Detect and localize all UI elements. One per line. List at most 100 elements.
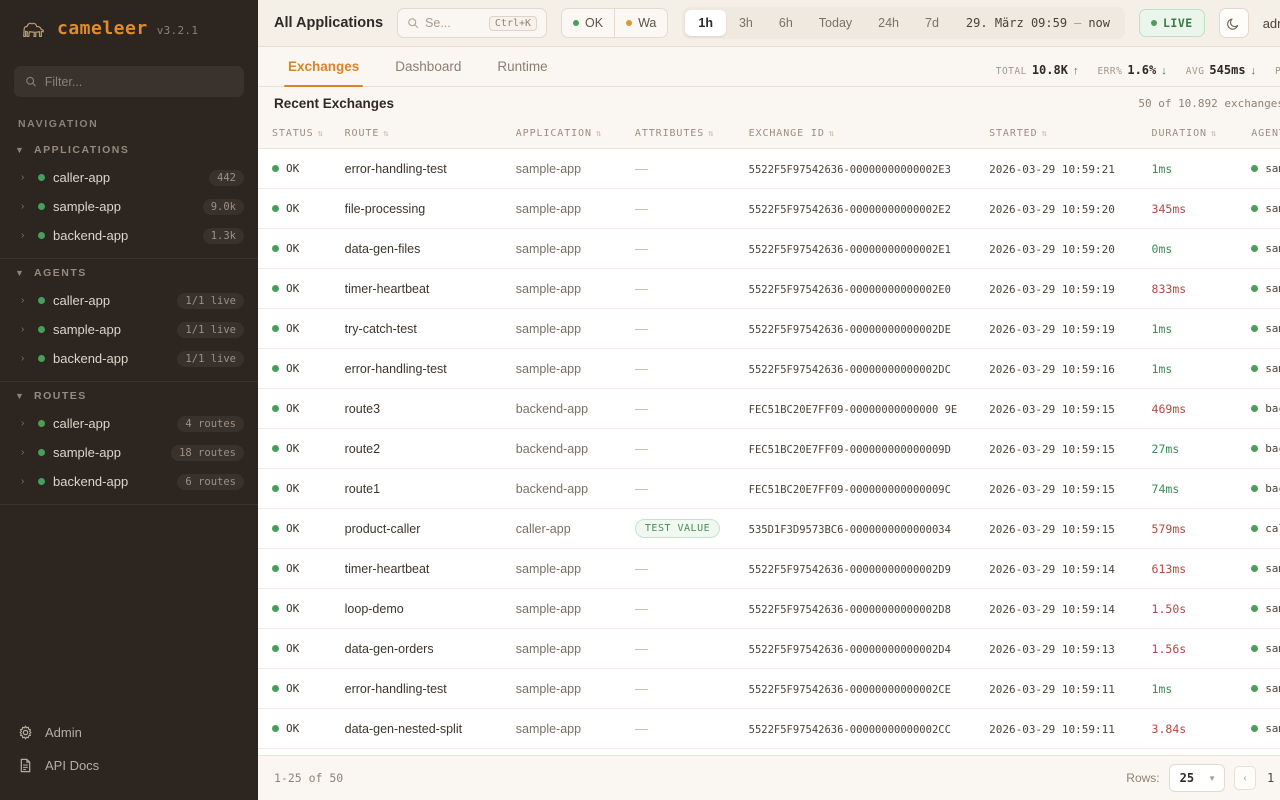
attribute-empty: — bbox=[634, 281, 648, 296]
cell-duration: 579ms bbox=[1151, 508, 1252, 549]
sidebar-item-routes-caller-app[interactable]: › caller-app 4 routes bbox=[0, 409, 258, 438]
cell-started: 2026-03-29 10:59:14 bbox=[989, 588, 1152, 629]
tab-runtime[interactable]: Runtime bbox=[497, 59, 548, 74]
col-header-exchange-id[interactable]: EXCHANGE ID ⇅ bbox=[748, 119, 990, 149]
sidebar-item-applications-caller-app[interactable]: › caller-app 442 bbox=[0, 163, 258, 192]
panel-header: Recent Exchanges 50 of 10.892 exchanges … bbox=[258, 87, 1280, 119]
table-row[interactable]: OK route2 backend-app — FEC51BC20E7FF09-0000… bbox=[258, 428, 1280, 469]
time-range-7d[interactable]: 7d bbox=[925, 16, 939, 30]
cell-route: product-caller bbox=[344, 508, 516, 549]
cell-status: OK bbox=[258, 188, 345, 229]
time-range-1h[interactable]: 1h bbox=[685, 10, 726, 36]
moon-icon bbox=[1227, 18, 1239, 30]
cell-duration: 613ms bbox=[1151, 548, 1252, 589]
search-icon bbox=[26, 76, 36, 87]
sidebar-item-agents-backend-app[interactable]: › backend-app 1/1 live bbox=[0, 344, 258, 373]
sidebar-item-routes-sample-app[interactable]: › sample-app 18 routes bbox=[0, 438, 258, 467]
cell-status: OK bbox=[258, 628, 345, 669]
status-dot bbox=[272, 525, 279, 532]
time-range-today[interactable]: Today bbox=[818, 16, 853, 30]
sidebar-section-applications[interactable]: ▼ APPLICATIONS bbox=[0, 136, 258, 163]
cell-application: sample-app bbox=[515, 548, 635, 589]
status-filter-warn[interactable]: Wa bbox=[615, 9, 667, 37]
sidebar-item-applications-sample-app[interactable]: › sample-app 9.0k bbox=[0, 192, 258, 221]
sidebar-item-label: backend-app bbox=[53, 474, 129, 489]
sidebar-section-agents[interactable]: ▼ AGENTS bbox=[0, 259, 258, 286]
cell-started: 2026-03-29 10:59:16 bbox=[989, 348, 1152, 389]
table-row[interactable]: OK error-handling-test sample-app — 5522F5F9… bbox=[258, 348, 1280, 389]
sidebar-filter-input[interactable] bbox=[44, 74, 233, 89]
table-row[interactable]: OK route3 backend-app — FEC51BC20E7FF09-0000… bbox=[258, 388, 1280, 429]
theme-toggle-button[interactable] bbox=[1218, 8, 1249, 38]
time-range-3h[interactable]: 3h bbox=[738, 16, 753, 30]
table-row[interactable]: OK product-caller caller-app TEST VALUE 535D… bbox=[258, 508, 1280, 549]
cell-exchange-id: FEC51BC20E7FF09-000000000000009C bbox=[748, 468, 990, 509]
table-row[interactable]: OK timer-heartbeat sample-app — 5522F5F97542… bbox=[258, 548, 1280, 589]
cell-started: 2026-03-29 10:59:11 bbox=[989, 708, 1152, 749]
metrics-summary: TOTAL 10.8K ↑ ERR% 1.6% ↓ AVG 545ms ↓ P9… bbox=[996, 63, 1280, 86]
table-row[interactable]: OK data-gen-orders sample-app — 5522F5F97542… bbox=[258, 628, 1280, 669]
tab-dashboard[interactable]: Dashboard bbox=[395, 59, 462, 74]
chevron-right-icon: › bbox=[21, 201, 25, 212]
table-row[interactable]: OK data-gen-files sample-app — 5522F5F975426… bbox=[258, 228, 1280, 269]
chevron-right-icon: › bbox=[21, 295, 25, 306]
col-header-attributes[interactable]: ATTRIBUTES ⇅ bbox=[634, 119, 749, 149]
sidebar-item-admin[interactable]: Admin bbox=[0, 716, 258, 749]
col-header-application[interactable]: APPLICATION ⇅ bbox=[515, 119, 635, 149]
rows-per-page-select[interactable]: 25 ▼ bbox=[1168, 764, 1225, 792]
status-dot bbox=[272, 685, 279, 692]
time-range-6h[interactable]: 6h bbox=[778, 16, 793, 30]
global-search[interactable]: Se... Ctrl+K bbox=[397, 8, 548, 38]
table-row[interactable]: OK error-handling-test sample-app — 5522F5F9… bbox=[258, 148, 1280, 189]
tabs: Exchanges Dashboard Runtime bbox=[274, 47, 562, 87]
sidebar-filter-wrap bbox=[0, 57, 258, 109]
col-header-agent[interactable]: AGENT⇅ bbox=[1251, 119, 1280, 149]
exchanges-table: STATUS ⇅ ROUTE ⇅ APPLICATION ⇅ ATTRIBUTES ⇅ … bbox=[258, 119, 1280, 749]
sidebar-item-agents-caller-app[interactable]: › caller-app 1/1 live bbox=[0, 286, 258, 315]
sort-icon: ⇅ bbox=[828, 129, 836, 139]
table-row[interactable]: OK file-processing sample-app — 5522F5F97542… bbox=[258, 188, 1280, 229]
agent-name: sample-app-1 bbox=[1265, 362, 1280, 375]
sidebar-item-api-docs[interactable]: API Docs bbox=[0, 749, 258, 782]
cell-agent: sample-app-1 bbox=[1251, 628, 1280, 669]
table-row[interactable]: OK data-gen-nested-split sample-app — 5522F5… bbox=[258, 708, 1280, 749]
sidebar-section-routes[interactable]: ▼ ROUTES bbox=[0, 382, 258, 409]
agent-name: caller-app-1 bbox=[1265, 522, 1280, 535]
cell-started: 2026-03-29 10:59:15 bbox=[989, 508, 1152, 549]
table-row[interactable]: OK error-handling-test sample-app — 5522F5F9… bbox=[258, 668, 1280, 709]
tab-exchanges[interactable]: Exchanges bbox=[274, 47, 373, 87]
cell-status: OK bbox=[258, 508, 345, 549]
status-label: OK bbox=[286, 282, 300, 295]
status-label: OK bbox=[286, 402, 300, 415]
time-range-24h[interactable]: 24h bbox=[878, 16, 900, 30]
sidebar-item-routes-backend-app[interactable]: › backend-app 6 routes bbox=[0, 467, 258, 496]
live-toggle[interactable]: LIVE bbox=[1139, 9, 1205, 37]
sidebar-item-badge: 1/1 live bbox=[177, 321, 244, 338]
status-filter-ok[interactable]: OK bbox=[562, 9, 616, 37]
sort-icon: ⇅ bbox=[1041, 129, 1048, 139]
status-dot bbox=[272, 565, 279, 572]
sidebar-item-agents-sample-app[interactable]: › sample-app 1/1 live bbox=[0, 315, 258, 344]
table-row[interactable]: OK timer-heartbeat sample-app — 5522F5F97542… bbox=[258, 268, 1280, 309]
agent-name: sample-app-1 bbox=[1265, 722, 1280, 735]
brand[interactable]: cameleer v3.2.1 bbox=[0, 0, 258, 57]
cell-agent: sample-app-1 bbox=[1251, 708, 1280, 749]
cell-application: backend-app bbox=[515, 388, 635, 429]
cell-duration: 3.84s bbox=[1151, 708, 1252, 749]
col-header-status[interactable]: STATUS ⇅ bbox=[258, 119, 345, 149]
sidebar-filter-box[interactable] bbox=[14, 66, 244, 97]
prev-page-button[interactable]: ‹ bbox=[1234, 766, 1256, 790]
col-header-duration[interactable]: DURATION ⇅ bbox=[1151, 119, 1252, 149]
sidebar-item-applications-backend-app[interactable]: › backend-app 1.3k bbox=[0, 221, 258, 250]
chevron-down-icon: ▼ bbox=[15, 145, 24, 155]
col-header-route[interactable]: ROUTE ⇅ bbox=[344, 119, 516, 149]
table-row[interactable]: OK route1 backend-app — FEC51BC20E7FF09-0000… bbox=[258, 468, 1280, 509]
col-header-started[interactable]: STARTED ⇅ bbox=[989, 119, 1152, 149]
table-row[interactable]: OK try-catch-test sample-app — 5522F5F975426… bbox=[258, 308, 1280, 349]
trend-up-icon: ↑ bbox=[1072, 65, 1079, 77]
attribute-empty: — bbox=[634, 321, 648, 336]
cell-route: route3 bbox=[344, 388, 516, 429]
cell-started: 2026-03-29 10:59:19 bbox=[989, 308, 1152, 349]
time-range-display[interactable]: 29. März 09:59 — now bbox=[952, 16, 1122, 30]
table-row[interactable]: OK loop-demo sample-app — 5522F5F97542636-00… bbox=[258, 588, 1280, 629]
